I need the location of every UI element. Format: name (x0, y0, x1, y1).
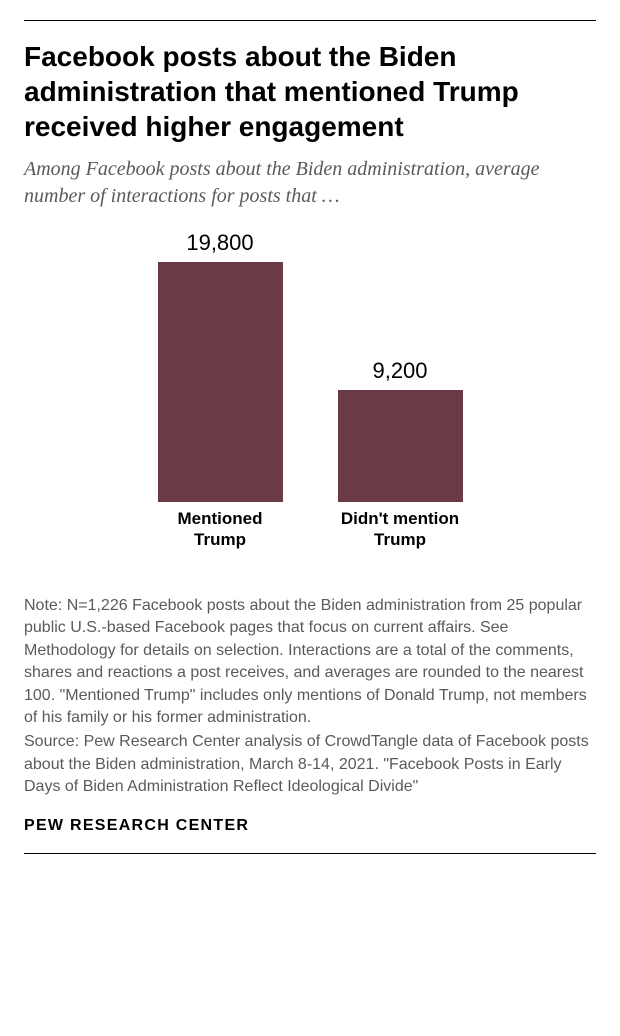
bar-mentioned (158, 262, 283, 502)
note-text: Note: N=1,226 Facebook posts about the B… (24, 595, 596, 729)
bar-category-label: Mentioned Trump (155, 508, 285, 551)
bar-value-label: 9,200 (372, 358, 427, 384)
bar-value-label: 19,800 (186, 230, 253, 256)
bar-group-not-mentioned: 9,200 Didn't mention Trump (335, 358, 465, 550)
bar-chart: 19,800 Mentioned Trump 9,200 Didn't ment… (24, 250, 596, 550)
source-text: Source: Pew Research Center analysis of … (24, 731, 596, 798)
top-rule (24, 20, 596, 21)
bar-category-label: Didn't mention Trump (335, 508, 465, 551)
chart-title: Facebook posts about the Biden administr… (24, 39, 596, 144)
bar-group-mentioned: 19,800 Mentioned Trump (155, 230, 285, 551)
bottom-rule (24, 853, 596, 854)
footer-brand: PEW RESEARCH CENTER (24, 817, 596, 835)
chart-subtitle: Among Facebook posts about the Biden adm… (24, 156, 596, 210)
bar-not-mentioned (338, 390, 463, 502)
